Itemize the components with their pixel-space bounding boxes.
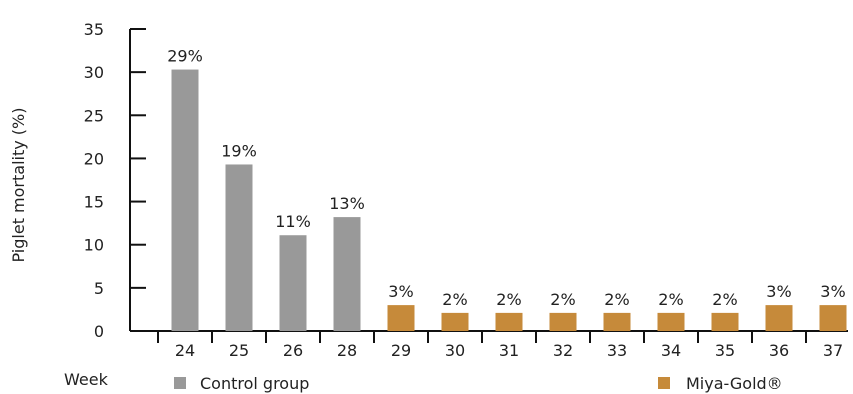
data-label: 2% xyxy=(496,290,521,309)
x-tick-label: 32 xyxy=(553,341,573,360)
bar-miya-gold-week-29 xyxy=(387,305,415,331)
bar-miya-gold-week-31 xyxy=(495,312,523,331)
y-tick-label: 25 xyxy=(84,106,104,125)
bar-miya-gold-week-34 xyxy=(657,312,685,331)
y-tick-label: 5 xyxy=(94,279,104,298)
bar-miya-gold-week-37 xyxy=(819,305,847,331)
x-tick-label: 35 xyxy=(715,341,735,360)
y-axis: 0 5 10 15 20 25 30 35 xyxy=(84,20,146,341)
x-tick-label: 26 xyxy=(283,341,303,360)
x-tick-label: 33 xyxy=(607,341,627,360)
legend-label-miya-gold: Miya-Gold® xyxy=(686,374,783,393)
data-label: 29% xyxy=(167,47,203,66)
data-label: 19% xyxy=(221,141,257,160)
y-tick-label: 35 xyxy=(84,20,104,39)
data-label: 3% xyxy=(766,282,791,301)
legend-swatch-miya-gold xyxy=(658,377,670,389)
x-tick-label: 24 xyxy=(175,341,195,360)
legend-swatch-control-group xyxy=(174,377,186,389)
x-tick-label: 36 xyxy=(769,341,789,360)
y-tick-label: 30 xyxy=(84,63,104,82)
x-tick-label: 37 xyxy=(823,341,843,360)
bar-control-group-week-26 xyxy=(279,235,307,331)
bar-miya-gold-week-33 xyxy=(603,312,631,331)
bar-control-group-week-28 xyxy=(333,217,361,331)
x-tick-label: 28 xyxy=(337,341,357,360)
legend: Control group Miya-Gold® xyxy=(174,374,783,393)
x-tick-label: 30 xyxy=(445,341,465,360)
bars xyxy=(171,69,847,331)
bar-miya-gold-week-35 xyxy=(711,312,739,331)
y-tick-label: 20 xyxy=(84,149,104,168)
x-tick-label: 25 xyxy=(229,341,249,360)
y-tick-label: 10 xyxy=(84,236,104,255)
x-tick-label: 34 xyxy=(661,341,681,360)
data-labels: 29% 19% 11% 13% 3% 2% 2% 2% 2% 2% 2% 3% 3% xyxy=(167,47,845,309)
y-axis-title: Piglet mortality (%) xyxy=(9,108,28,263)
x-axis-title: Week xyxy=(64,370,109,389)
x-tick-label: 31 xyxy=(499,341,519,360)
data-label: 2% xyxy=(442,290,467,309)
bar-miya-gold-week-36 xyxy=(765,305,793,331)
data-label: 2% xyxy=(550,290,575,309)
bar-miya-gold-week-32 xyxy=(549,312,577,331)
data-label: 2% xyxy=(604,290,629,309)
data-label: 11% xyxy=(275,212,311,231)
x-axis: 24 25 26 28 29 30 31 32 33 34 35 36 37 xyxy=(130,330,848,360)
legend-label-control-group: Control group xyxy=(200,374,309,393)
data-label: 3% xyxy=(388,282,413,301)
bar-miya-gold-week-30 xyxy=(441,312,469,331)
data-label: 13% xyxy=(329,194,365,213)
bar-control-group-week-25 xyxy=(225,164,253,331)
data-label: 2% xyxy=(658,290,683,309)
y-tick-label: 15 xyxy=(84,193,104,212)
x-tick-label: 29 xyxy=(391,341,411,360)
y-tick-label: 0 xyxy=(94,322,104,341)
data-label: 3% xyxy=(820,282,845,301)
bar-control-group-week-24 xyxy=(171,69,199,331)
data-label: 2% xyxy=(712,290,737,309)
